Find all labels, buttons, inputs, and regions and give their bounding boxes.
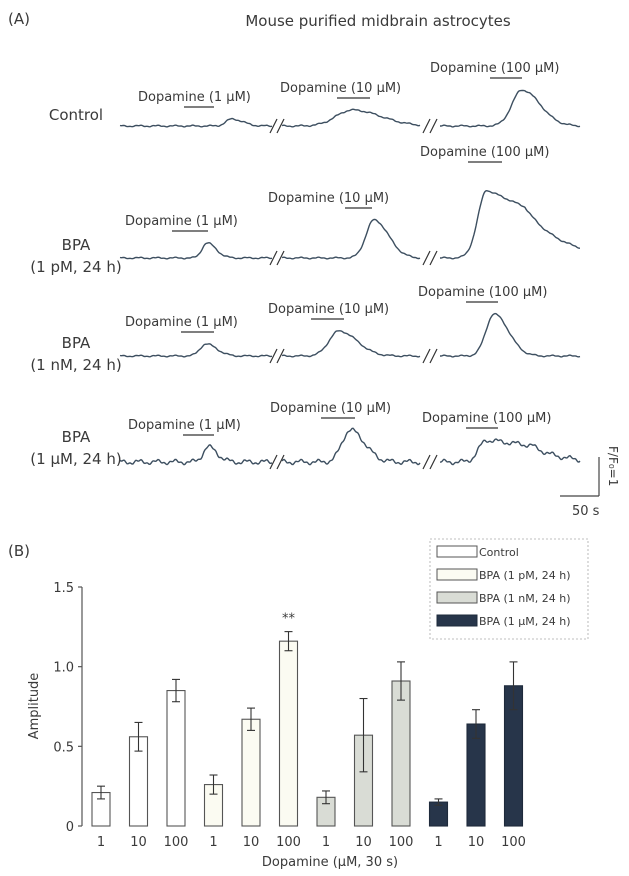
x-tick-label: 100 [164,835,189,850]
calcium-trace [281,330,421,358]
bar [166,690,186,827]
y-tick-label: 0.5 [53,740,74,755]
row-label: Control [49,106,103,124]
x-tick-label: 100 [501,835,526,850]
panel-b: (B) Amplitude Dopamine (μM, 30 s) 0 0.5 1.… [8,538,589,870]
stimulus-label: Dopamine (10 μM) [268,302,389,317]
panel-a-label: (A) [8,10,30,28]
calcium-trace [119,343,273,358]
x-tick-label: 100 [276,835,301,850]
stimulus-label: Dopamine (100 μM) [422,411,551,426]
x-tick-label: 1 [97,835,105,850]
axis-break [422,348,431,364]
axis-break [276,118,285,134]
calcium-trace [119,241,273,260]
x-tick-label: 100 [389,835,414,850]
traces: Control Dopamine (1 μM) Dopamine (10 μM) Do… [30,61,581,470]
x-tick-label: 10 [355,835,372,850]
calcium-trace [119,117,273,128]
stimulus-label: Dopamine (100 μM) [420,145,549,160]
stimulus-label: Dopamine (1 μM) [128,418,241,433]
axis-break [269,250,278,266]
row-label: BPA [62,428,91,446]
row-label: (1 nM, 24 h) [30,356,121,374]
x-tick-label: 1 [434,835,442,850]
legend-swatch [436,545,478,558]
legend-swatch [436,614,478,627]
legend-label: BPA (1 μM, 24 h) [479,615,571,628]
calcium-trace [119,443,273,466]
scale-x-label: 50 s [572,504,600,519]
legend-swatch [436,568,478,581]
scale-bar: F/F₀=1 50 s [560,446,620,519]
axis-break [422,454,431,470]
x-tick-label: 10 [243,835,260,850]
legend-box [429,538,589,640]
scale-y-label: F/F₀=1 [606,446,620,486]
y-axis-label: Amplitude [27,673,42,740]
stimulus-label: Dopamine (1 μM) [125,214,238,229]
legend: Control BPA (1 pM, 24 h) BPA (1 nM, 24 h) B… [429,538,589,640]
bars: 0 0.5 1.0 1.5 1 10 100 1 10 100 ** 1 10 100 1 10 100 [53,581,526,850]
panel-a-title: Mouse purified midbrain astrocytes [245,12,511,30]
axis-break [276,348,285,364]
row-label: BPA [62,236,91,254]
y-tick-label: 1.5 [53,581,74,596]
x-tick-label: 1 [209,835,217,850]
calcium-trace [281,108,421,128]
row-label: (1 μM, 24 h) [30,450,121,468]
calcium-trace [440,438,581,466]
row-label: BPA [62,334,91,352]
axis-break [422,118,431,134]
stimulus-label: Dopamine (1 μM) [125,315,238,330]
trace-row: BPA (1 pM, 24 h) Dopamine (1 μM) Dopamine (… [30,145,580,276]
stimulus-label: Dopamine (10 μM) [280,81,401,96]
legend-swatch [436,591,478,604]
stimulus-label: Dopamine (100 μM) [430,61,559,76]
bar [278,640,299,827]
calcium-trace [281,427,421,466]
x-tick-label: 10 [468,835,485,850]
legend-label: BPA (1 nM, 24 h) [479,592,571,605]
calcium-trace [440,312,581,358]
axis-break [276,250,285,266]
axis-break [429,250,438,266]
stimulus-label: Dopamine (10 μM) [270,401,391,416]
axis-break [429,348,438,364]
bar [241,718,261,827]
stimulus-label: Dopamine (1 μM) [138,90,251,105]
axis-break [269,118,278,134]
legend-label: Control [479,546,519,559]
calcium-trace [440,189,580,260]
axis-break [269,348,278,364]
stimulus-label: Dopamine (100 μM) [418,285,547,300]
x-tick-label: 10 [130,835,147,850]
stimulus-label: Dopamine (10 μM) [268,191,389,206]
axis-break [276,454,285,470]
row-label: (1 pM, 24 h) [30,258,121,276]
trace-row: BPA (1 μM, 24 h) Dopamine (1 μM) Dopamine (… [30,401,581,470]
panel-b-label: (B) [8,542,30,560]
y-tick-label: 0 [66,820,74,835]
trace-row: BPA (1 nM, 24 h) Dopamine (1 μM) Dopamine (… [30,285,581,374]
x-axis-label: Dopamine (μM, 30 s) [262,855,398,870]
calcium-trace [440,89,581,128]
legend-label: BPA (1 pM, 24 h) [479,569,571,582]
bar [466,723,486,827]
axis-break [429,454,438,470]
x-tick-label: 1 [322,835,330,850]
trace-row: Control Dopamine (1 μM) Dopamine (10 μM) Do… [49,61,581,134]
significance-marker: ** [282,612,296,627]
axis-break [422,250,431,266]
axis-break [269,454,278,470]
axis-break [429,118,438,134]
bar [391,680,411,827]
y-tick-label: 1.0 [53,661,74,676]
panel-a: (A) Mouse purified midbrain astrocytes C… [8,10,620,519]
calcium-trace [281,218,421,260]
